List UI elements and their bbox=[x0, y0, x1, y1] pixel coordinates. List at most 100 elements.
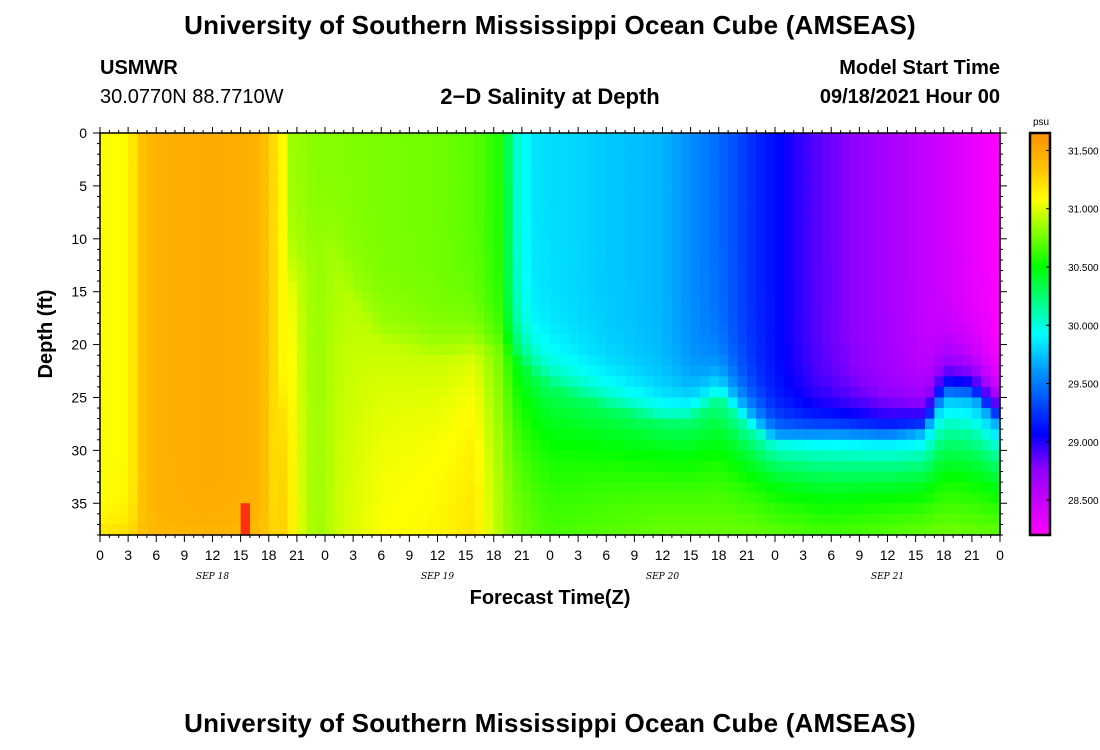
heatmap-cell bbox=[550, 291, 560, 303]
heatmap-cell bbox=[165, 450, 176, 462]
heatmap-cell bbox=[315, 228, 326, 240]
heatmap-cell bbox=[700, 238, 710, 250]
heatmap-cell bbox=[296, 291, 307, 303]
heatmap-cell bbox=[962, 259, 973, 272]
heatmap-cell bbox=[868, 207, 879, 219]
heatmap-cell bbox=[643, 238, 654, 250]
heatmap-cell bbox=[137, 323, 148, 335]
heatmap-cell bbox=[793, 185, 804, 198]
heatmap-cell bbox=[915, 460, 926, 473]
heatmap-cell bbox=[446, 460, 457, 473]
heatmap-cell bbox=[943, 207, 954, 219]
heatmap-cell bbox=[990, 133, 1001, 145]
heatmap-cell bbox=[662, 143, 673, 155]
heatmap-cell bbox=[203, 513, 214, 526]
heatmap-cell bbox=[428, 365, 439, 377]
heatmap-cell bbox=[390, 196, 401, 208]
heatmap-cell bbox=[840, 291, 851, 303]
heatmap-cell bbox=[521, 460, 532, 473]
heatmap-cell bbox=[221, 386, 232, 399]
heatmap-cell bbox=[231, 154, 242, 166]
heatmap-cell bbox=[550, 450, 560, 462]
heatmap-cell bbox=[709, 513, 720, 526]
heatmap-cell bbox=[925, 482, 935, 494]
heatmap-cell bbox=[137, 471, 148, 483]
heatmap-cell bbox=[456, 365, 467, 377]
heatmap-cell bbox=[568, 482, 579, 494]
heatmap-cell bbox=[353, 439, 364, 451]
heatmap-cell bbox=[278, 524, 289, 536]
heatmap-cell bbox=[475, 355, 485, 367]
heatmap-cell bbox=[353, 238, 364, 250]
heatmap-cell bbox=[493, 196, 504, 208]
heatmap-cell bbox=[821, 259, 832, 272]
heatmap-cell bbox=[100, 397, 110, 409]
heatmap-cell bbox=[371, 207, 382, 219]
heatmap-cell bbox=[831, 471, 842, 483]
heatmap-cell bbox=[775, 323, 785, 335]
heatmap-cell bbox=[765, 482, 776, 494]
heatmap-cell bbox=[550, 164, 560, 176]
heatmap-cell bbox=[475, 238, 485, 250]
heatmap-cell bbox=[896, 154, 907, 166]
heatmap-cell bbox=[475, 460, 485, 473]
heatmap-cell bbox=[550, 429, 560, 441]
heatmap-cell bbox=[165, 323, 176, 335]
heatmap-cell bbox=[812, 460, 823, 473]
heatmap-cell bbox=[625, 460, 635, 473]
heatmap-cell bbox=[850, 281, 860, 293]
heatmap-cell bbox=[390, 418, 401, 430]
heatmap-cell bbox=[278, 196, 289, 208]
heatmap-cell bbox=[606, 397, 617, 409]
heatmap-cell bbox=[400, 185, 410, 198]
heatmap-cell bbox=[268, 133, 279, 145]
heatmap-cell bbox=[615, 175, 626, 187]
heatmap-cell bbox=[859, 386, 870, 399]
heatmap-cell bbox=[353, 302, 364, 314]
heatmap-cell bbox=[634, 217, 645, 229]
heatmap-cell bbox=[456, 281, 467, 293]
heatmap-cell bbox=[465, 334, 476, 346]
heatmap-cell bbox=[446, 365, 457, 377]
heatmap-cell bbox=[793, 439, 804, 451]
heatmap-cell bbox=[934, 503, 945, 515]
heatmap-cell bbox=[512, 259, 523, 272]
heatmap-cell bbox=[915, 217, 926, 229]
heatmap-cell bbox=[953, 460, 964, 473]
heatmap-cell bbox=[803, 291, 814, 303]
heatmap-cell bbox=[681, 376, 692, 388]
heatmap-cell bbox=[625, 249, 635, 261]
heatmap-cell bbox=[690, 164, 701, 176]
heatmap-cell bbox=[812, 492, 823, 504]
heatmap-cell bbox=[362, 482, 373, 494]
heatmap-cell bbox=[868, 524, 879, 536]
heatmap-cell bbox=[775, 482, 785, 494]
heatmap-cell bbox=[493, 281, 504, 293]
x-tick-label: 12 bbox=[205, 547, 221, 563]
heatmap-cell bbox=[137, 418, 148, 430]
heatmap-cell bbox=[700, 439, 710, 451]
heatmap-cell bbox=[634, 143, 645, 155]
heatmap-cell bbox=[981, 482, 992, 494]
heatmap-cell bbox=[212, 175, 223, 187]
heatmap-cell bbox=[371, 312, 382, 325]
heatmap-cell bbox=[737, 133, 748, 145]
heatmap-cell bbox=[165, 492, 176, 504]
heatmap-cell bbox=[915, 439, 926, 451]
heatmap-cell bbox=[803, 334, 814, 346]
heatmap-cell bbox=[100, 323, 110, 335]
heatmap-cell bbox=[981, 228, 992, 240]
heatmap-cell bbox=[137, 175, 148, 187]
heatmap-cell bbox=[484, 249, 495, 261]
heatmap-cell bbox=[325, 249, 335, 261]
heatmap-cell bbox=[887, 471, 898, 483]
heatmap-cell bbox=[484, 386, 495, 399]
heatmap-cell bbox=[100, 238, 110, 250]
heatmap-cell bbox=[953, 133, 964, 145]
heatmap-cell bbox=[250, 238, 260, 250]
heatmap-cell bbox=[221, 270, 232, 282]
heatmap-cell bbox=[784, 376, 795, 388]
heatmap-cell bbox=[990, 334, 1001, 346]
heatmap-cell bbox=[531, 238, 542, 250]
heatmap-cell bbox=[540, 482, 551, 494]
